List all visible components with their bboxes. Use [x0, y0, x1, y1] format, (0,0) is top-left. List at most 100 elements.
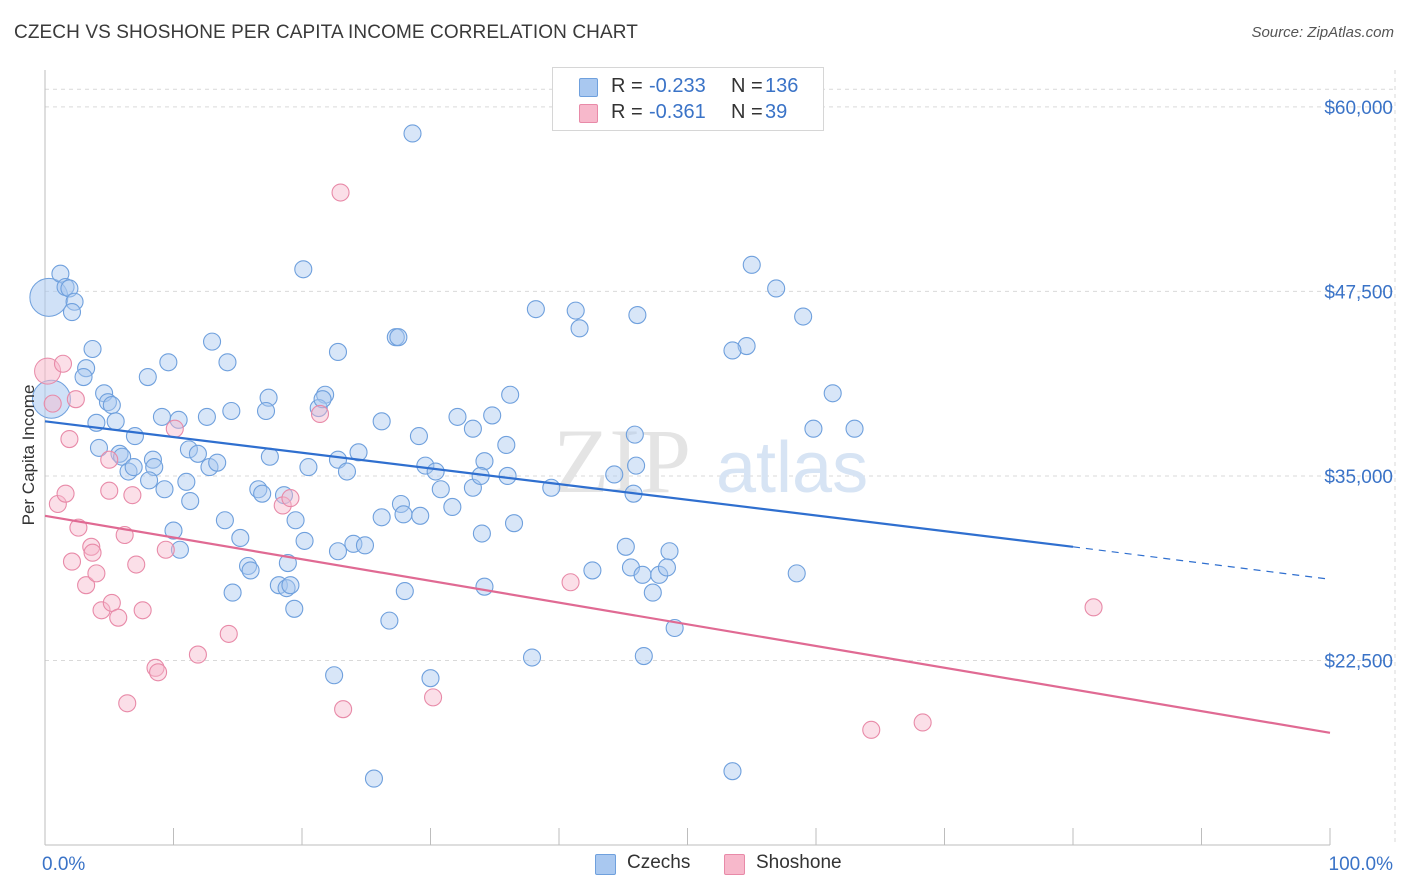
czech-point	[74, 367, 93, 387]
czech-point	[395, 582, 414, 601]
czech-point	[145, 458, 164, 477]
czech-point	[634, 646, 653, 666]
czech-point	[65, 292, 84, 311]
czech-point	[110, 444, 129, 463]
czech-point	[188, 444, 207, 463]
shoshone-point	[133, 601, 152, 620]
shoshone-point	[118, 694, 137, 713]
czech-point	[170, 540, 189, 559]
czech-point	[328, 342, 348, 362]
czech-point	[411, 506, 430, 525]
czech-point	[285, 599, 304, 618]
czech-point	[253, 484, 272, 503]
czech-point	[657, 558, 676, 577]
czech-point	[372, 508, 391, 527]
czech-point	[208, 453, 227, 472]
czech-point	[169, 410, 188, 429]
czech-point	[409, 427, 428, 446]
legend-swatch-czechs	[595, 854, 616, 875]
shoshone-point	[82, 537, 101, 556]
czech-point	[498, 466, 517, 486]
shoshone-point	[310, 404, 330, 424]
czech-point	[616, 537, 635, 556]
legend-swatch-shoshone	[579, 104, 598, 123]
czech-point	[403, 124, 422, 143]
czech-point	[394, 505, 413, 524]
legend-r-label: R =	[611, 75, 643, 97]
x-tick-label: 100.0%	[1329, 854, 1394, 875]
shoshone-point	[62, 552, 82, 571]
czech-point	[643, 583, 662, 602]
czech-point	[742, 255, 761, 274]
czech-point	[60, 279, 79, 298]
shoshone-point	[334, 700, 353, 719]
czech-point	[102, 396, 121, 415]
czech-point	[443, 497, 462, 517]
y-tick-label: $47,500	[1324, 282, 1393, 303]
legend-n-value: 136	[765, 75, 799, 97]
series-legend-label: Czechs	[627, 852, 691, 873]
czech-point	[337, 462, 357, 481]
y-tick-label: $22,500	[1324, 651, 1393, 672]
czech-point	[526, 300, 545, 319]
czech-point	[197, 407, 216, 426]
czech-point	[355, 536, 375, 555]
czech-point	[845, 419, 864, 438]
czech-point	[627, 456, 646, 475]
czech-point	[179, 440, 198, 459]
shoshone-points	[34, 183, 1103, 739]
czech-point	[380, 611, 399, 630]
shoshone-point	[100, 481, 119, 500]
czech-point	[278, 553, 297, 573]
czech-point	[295, 531, 314, 550]
czech-point	[767, 279, 786, 298]
chart-title: CZECH VS SHOSHONE PER CAPITA INCOME CORR…	[14, 22, 638, 43]
czech-point	[140, 471, 159, 490]
czech-point	[294, 260, 313, 279]
czech-point	[501, 385, 520, 404]
czech-point	[181, 491, 200, 511]
czech-point	[177, 472, 196, 491]
czech-point	[421, 669, 440, 688]
czech-point	[83, 339, 102, 359]
czech-point	[260, 447, 279, 466]
shoshone-point	[165, 419, 184, 438]
czech-point	[259, 388, 278, 407]
czech-point	[463, 419, 482, 438]
x-tick-label: 0.0%	[42, 854, 85, 875]
czech-point	[215, 511, 234, 530]
czech-point	[313, 390, 332, 409]
chart-source: Source: ZipAtlas.com	[1251, 24, 1394, 41]
y-axis-label: Per Capita Income	[19, 385, 38, 526]
czech-point	[389, 328, 408, 347]
series-legend-label: Shoshone	[756, 852, 842, 873]
czech-points	[29, 124, 864, 788]
legend-n-label: N =	[731, 101, 763, 123]
shoshone-point	[127, 555, 146, 574]
czech-point	[152, 407, 171, 426]
czech-point	[299, 458, 318, 477]
shoshone-point	[424, 688, 443, 707]
legend-r-value: -0.361	[649, 101, 706, 123]
czech-point	[125, 427, 144, 446]
shoshone-point	[273, 496, 292, 515]
shoshone-point	[281, 489, 300, 508]
czech-point	[823, 384, 842, 403]
legend-r-label: R =	[611, 101, 643, 123]
shoshone-point	[60, 429, 79, 449]
czech-point	[475, 452, 494, 471]
czech-point	[372, 412, 391, 431]
czech-trend-extension	[1072, 546, 1331, 580]
series-legend: Czechs Shoshone	[0, 852, 1406, 878]
czech-point	[794, 307, 813, 326]
czech-point	[426, 462, 445, 481]
shoshone-point	[561, 573, 580, 592]
czech-point	[51, 264, 70, 283]
czech-point	[605, 465, 624, 484]
shoshone-point	[69, 518, 88, 537]
shoshone-trend-line	[44, 514, 1331, 734]
czech-point	[723, 341, 742, 360]
czech-point	[625, 425, 644, 444]
czech-point	[159, 353, 178, 372]
czech-point	[483, 406, 502, 425]
